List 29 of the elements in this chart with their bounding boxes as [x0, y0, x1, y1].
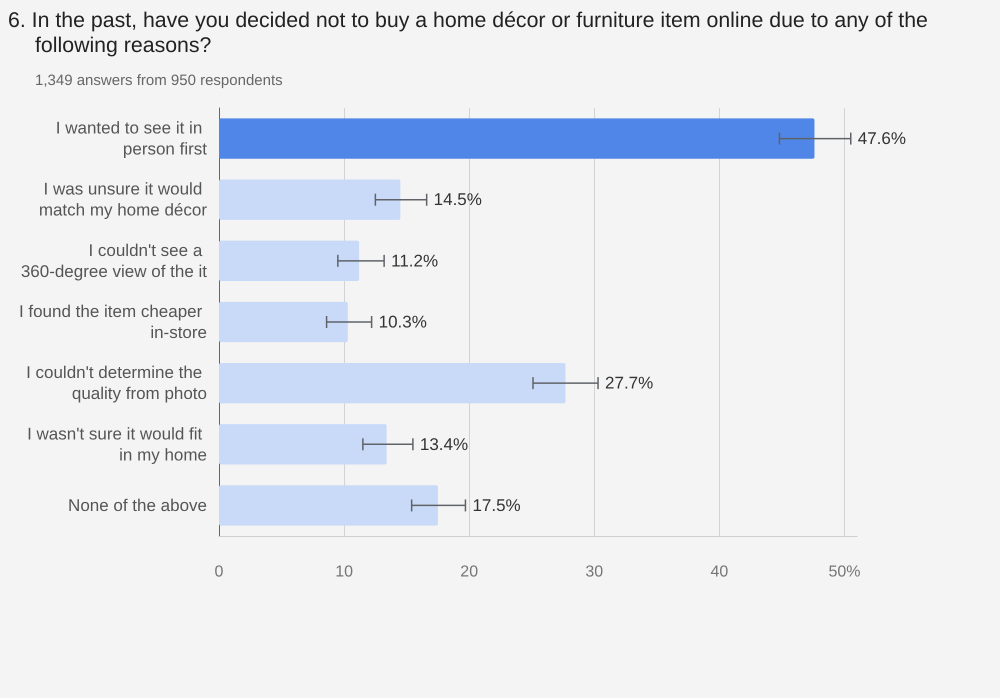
chart-subtitle: 1,349 answers from 950 respondents [35, 72, 283, 89]
y-tick-label: I wasn't sure it would fit in my home [27, 424, 207, 464]
x-tick-label: 30 [585, 564, 604, 580]
bar [219, 362, 566, 404]
data-label: 10.3% [378, 312, 427, 332]
data-label: 14.5% [434, 190, 482, 210]
bar [219, 180, 400, 220]
data-label: 13.4% [420, 434, 468, 454]
y-tick-label: I was unsure it would match my home décor [38, 180, 208, 220]
y-tick-label: I couldn't see a 360-degree view of the it [20, 240, 208, 281]
bar [219, 302, 348, 342]
bar [219, 485, 438, 526]
data-label: 11.2% [391, 251, 438, 270]
y-tick-label: I found the item cheaper in-store [18, 302, 207, 342]
data-label: 27.7% [605, 374, 654, 393]
data-label: 17.5% [472, 496, 521, 515]
x-tick-label: 0 [214, 564, 224, 580]
x-tick-label: 20 [460, 564, 478, 580]
bar [219, 240, 360, 282]
x-tick-label: 10 [335, 564, 354, 580]
bar [219, 118, 814, 159]
x-tick-label: 50% [828, 564, 861, 580]
bar [219, 424, 387, 464]
data-label: 47.6% [858, 129, 906, 148]
y-tick-label: I couldn't determine the quality from photo [26, 363, 207, 404]
x-tick-label: 40 [710, 564, 728, 580]
chart-title: 6. In the past, have you decided not to buy a home décor or furniture item online due to any of the following reasons? [8, 8, 929, 58]
y-tick-label: None of the above [68, 496, 207, 515]
y-tick-label: I wanted to see it in person first [56, 118, 208, 159]
